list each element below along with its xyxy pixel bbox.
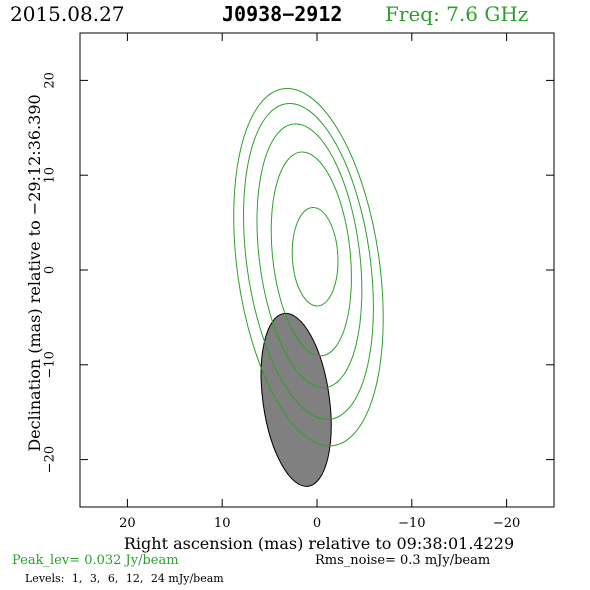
peak-level: Peak_lev= 0.032 Jy/beam xyxy=(12,553,179,568)
beam-layer xyxy=(260,312,332,487)
frequency-label: Freq: 7.6 GHz xyxy=(385,2,529,26)
y-tick-label: 20 xyxy=(43,72,58,89)
x-tick-label: −10 xyxy=(398,516,425,531)
x-tick-label: −20 xyxy=(493,516,520,531)
x-tick-label: 20 xyxy=(119,516,136,531)
contour-levels: Levels: 1, 3, 6, 12, 24 mJy/beam xyxy=(25,572,228,585)
y-tick-label: −20 xyxy=(43,446,58,473)
observation-date: 2015.08.27 xyxy=(10,2,125,26)
level-value: 1, xyxy=(71,572,83,585)
levels-label: Levels: xyxy=(25,572,65,585)
beam-ellipse xyxy=(260,312,332,487)
level-value: 24 mJy/beam xyxy=(150,572,224,585)
x-tick-label: 10 xyxy=(214,516,231,531)
contour-level-12 xyxy=(270,151,352,357)
rms-noise: Rms_noise= 0.3 mJy/beam xyxy=(315,553,491,568)
x-axis-label: Right ascension (mas) relative to 09:38:… xyxy=(124,534,514,553)
contour-level-3 xyxy=(243,103,374,420)
contour-level-1 xyxy=(233,88,384,447)
y-tick-label: −10 xyxy=(43,351,58,378)
contour-layer xyxy=(233,88,384,447)
y-tick-label: 10 xyxy=(43,167,58,184)
contour-level-6 xyxy=(256,123,363,389)
x-tick-label: 0 xyxy=(313,516,321,531)
contour-level-24 xyxy=(291,206,339,307)
level-value: 6, xyxy=(107,572,119,585)
source-name: J0938−2912 xyxy=(222,2,343,26)
level-value: 3, xyxy=(89,572,101,585)
y-axis-label: Declination (mas) relative to −29:12:36.… xyxy=(25,94,44,451)
tick-layer: 20 10 0 −10 −20 20 10 0 −10 −20 xyxy=(43,33,554,531)
level-value: 12, xyxy=(125,572,144,585)
y-tick-label: 0 xyxy=(43,266,58,274)
